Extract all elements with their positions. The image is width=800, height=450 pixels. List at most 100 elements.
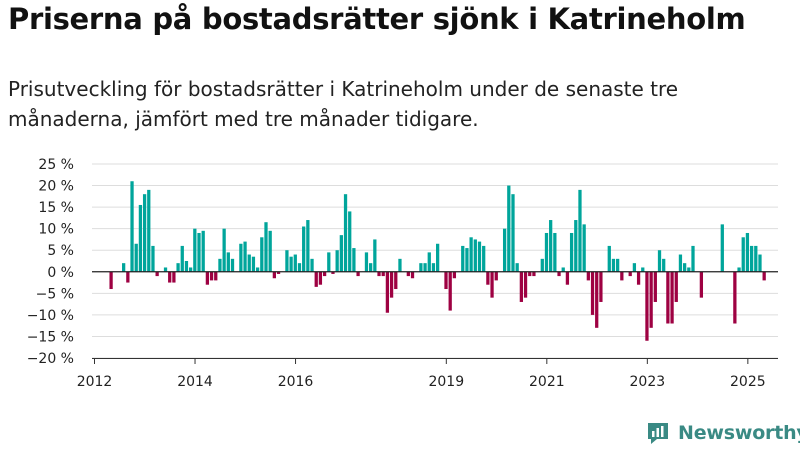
- x-tick-label: 2025: [730, 374, 766, 390]
- bar: [758, 254, 762, 272]
- bar: [745, 232, 750, 272]
- bar: [209, 271, 214, 281]
- y-tick-label: −20 %: [27, 351, 74, 367]
- chart-subtitle: Prisutveckling för bostadsrätter i Katri…: [8, 77, 679, 131]
- bar: [339, 235, 343, 272]
- bar: [109, 271, 113, 290]
- brand-name: Newsworthy: [678, 422, 800, 444]
- bar: [419, 263, 423, 272]
- bar: [502, 228, 507, 272]
- bar: [322, 271, 327, 277]
- bar: [155, 271, 159, 277]
- bar: [431, 263, 436, 272]
- bar: [507, 185, 511, 272]
- bar: [335, 250, 339, 272]
- bar: [172, 271, 176, 283]
- bar: [318, 271, 323, 285]
- bar: [369, 263, 373, 272]
- x-tick-label: 2016: [278, 374, 314, 390]
- bar: [528, 271, 532, 277]
- bar: [511, 194, 515, 272]
- bar: [406, 271, 410, 277]
- bar: [649, 271, 653, 328]
- bar: [176, 263, 180, 272]
- bar: [276, 271, 281, 274]
- bar: [285, 250, 289, 272]
- bar: [482, 245, 486, 272]
- bar: [444, 271, 448, 290]
- y-axis: 25 % 20 % 15 % 10 % 5 % 0 % −5 % −10 % −15 % −20 …: [27, 157, 74, 367]
- bar: [352, 248, 356, 272]
- bar: [126, 271, 130, 283]
- bar: [590, 271, 595, 315]
- bar: [394, 271, 398, 290]
- bar: [297, 263, 302, 272]
- bar: [641, 267, 645, 272]
- y-tick-label: −10 %: [27, 308, 74, 324]
- bar: [515, 263, 519, 272]
- bar: [540, 258, 544, 272]
- bar: [314, 271, 318, 287]
- bar: [636, 271, 641, 285]
- bar: [683, 263, 687, 272]
- bar: [448, 271, 452, 311]
- bar: [423, 263, 427, 272]
- bar: [381, 271, 385, 277]
- bar: [578, 189, 582, 272]
- newsworthy-brand: Newsworthy: [645, 419, 800, 447]
- y-tick-label: 0 %: [47, 265, 74, 281]
- bar: [490, 271, 494, 298]
- y-tick-label: 15 %: [38, 200, 74, 216]
- bar: [264, 222, 268, 272]
- bar: [469, 237, 473, 272]
- bar: [569, 232, 574, 272]
- bar: [201, 230, 205, 272]
- bar: [741, 237, 745, 272]
- bar: [737, 267, 741, 272]
- y-tick-label: 20 %: [38, 179, 74, 195]
- bar: [327, 252, 331, 272]
- bar: [410, 271, 415, 279]
- bar: [427, 252, 431, 272]
- bar: [122, 263, 126, 272]
- y-tick-label: 25 %: [38, 157, 74, 173]
- bar: [142, 194, 147, 272]
- bar: [364, 252, 369, 272]
- bar: [645, 271, 649, 341]
- bar: [557, 271, 561, 277]
- bar: [687, 267, 691, 272]
- bar: [461, 245, 465, 272]
- y-tick-label: 5 %: [47, 243, 74, 259]
- bar: [749, 245, 754, 272]
- bar: [218, 258, 222, 272]
- bar: [130, 181, 134, 272]
- x-tick-label: 2012: [77, 374, 113, 390]
- bar: [138, 204, 143, 272]
- bar: [477, 241, 482, 272]
- bar: [373, 239, 377, 272]
- x-axis: 2012 2014 2016 2019 2021 2023 2025: [77, 358, 778, 390]
- y-tick-label: −5 %: [36, 286, 74, 302]
- bar: [582, 224, 586, 272]
- bar: [586, 271, 590, 281]
- bar: [189, 267, 193, 272]
- bar: [662, 258, 666, 272]
- bar: [377, 271, 381, 277]
- bars: [92, 181, 778, 341]
- bar: [222, 228, 226, 272]
- bar: [607, 245, 611, 272]
- bar: [389, 271, 394, 298]
- bar: [247, 254, 251, 272]
- bar: [226, 252, 230, 272]
- newsworthy-logo-icon: [648, 423, 668, 444]
- bar: [561, 267, 565, 272]
- bar: [197, 232, 201, 272]
- chart-title: Priserna på bostadsrätter sjönk i Katrin…: [8, 2, 746, 36]
- bar: [214, 271, 218, 281]
- bar: [565, 271, 570, 285]
- bar: [272, 271, 276, 279]
- bar: [599, 271, 603, 302]
- bar: [348, 211, 352, 272]
- bar: [532, 271, 536, 277]
- x-tick-label: 2014: [177, 374, 213, 390]
